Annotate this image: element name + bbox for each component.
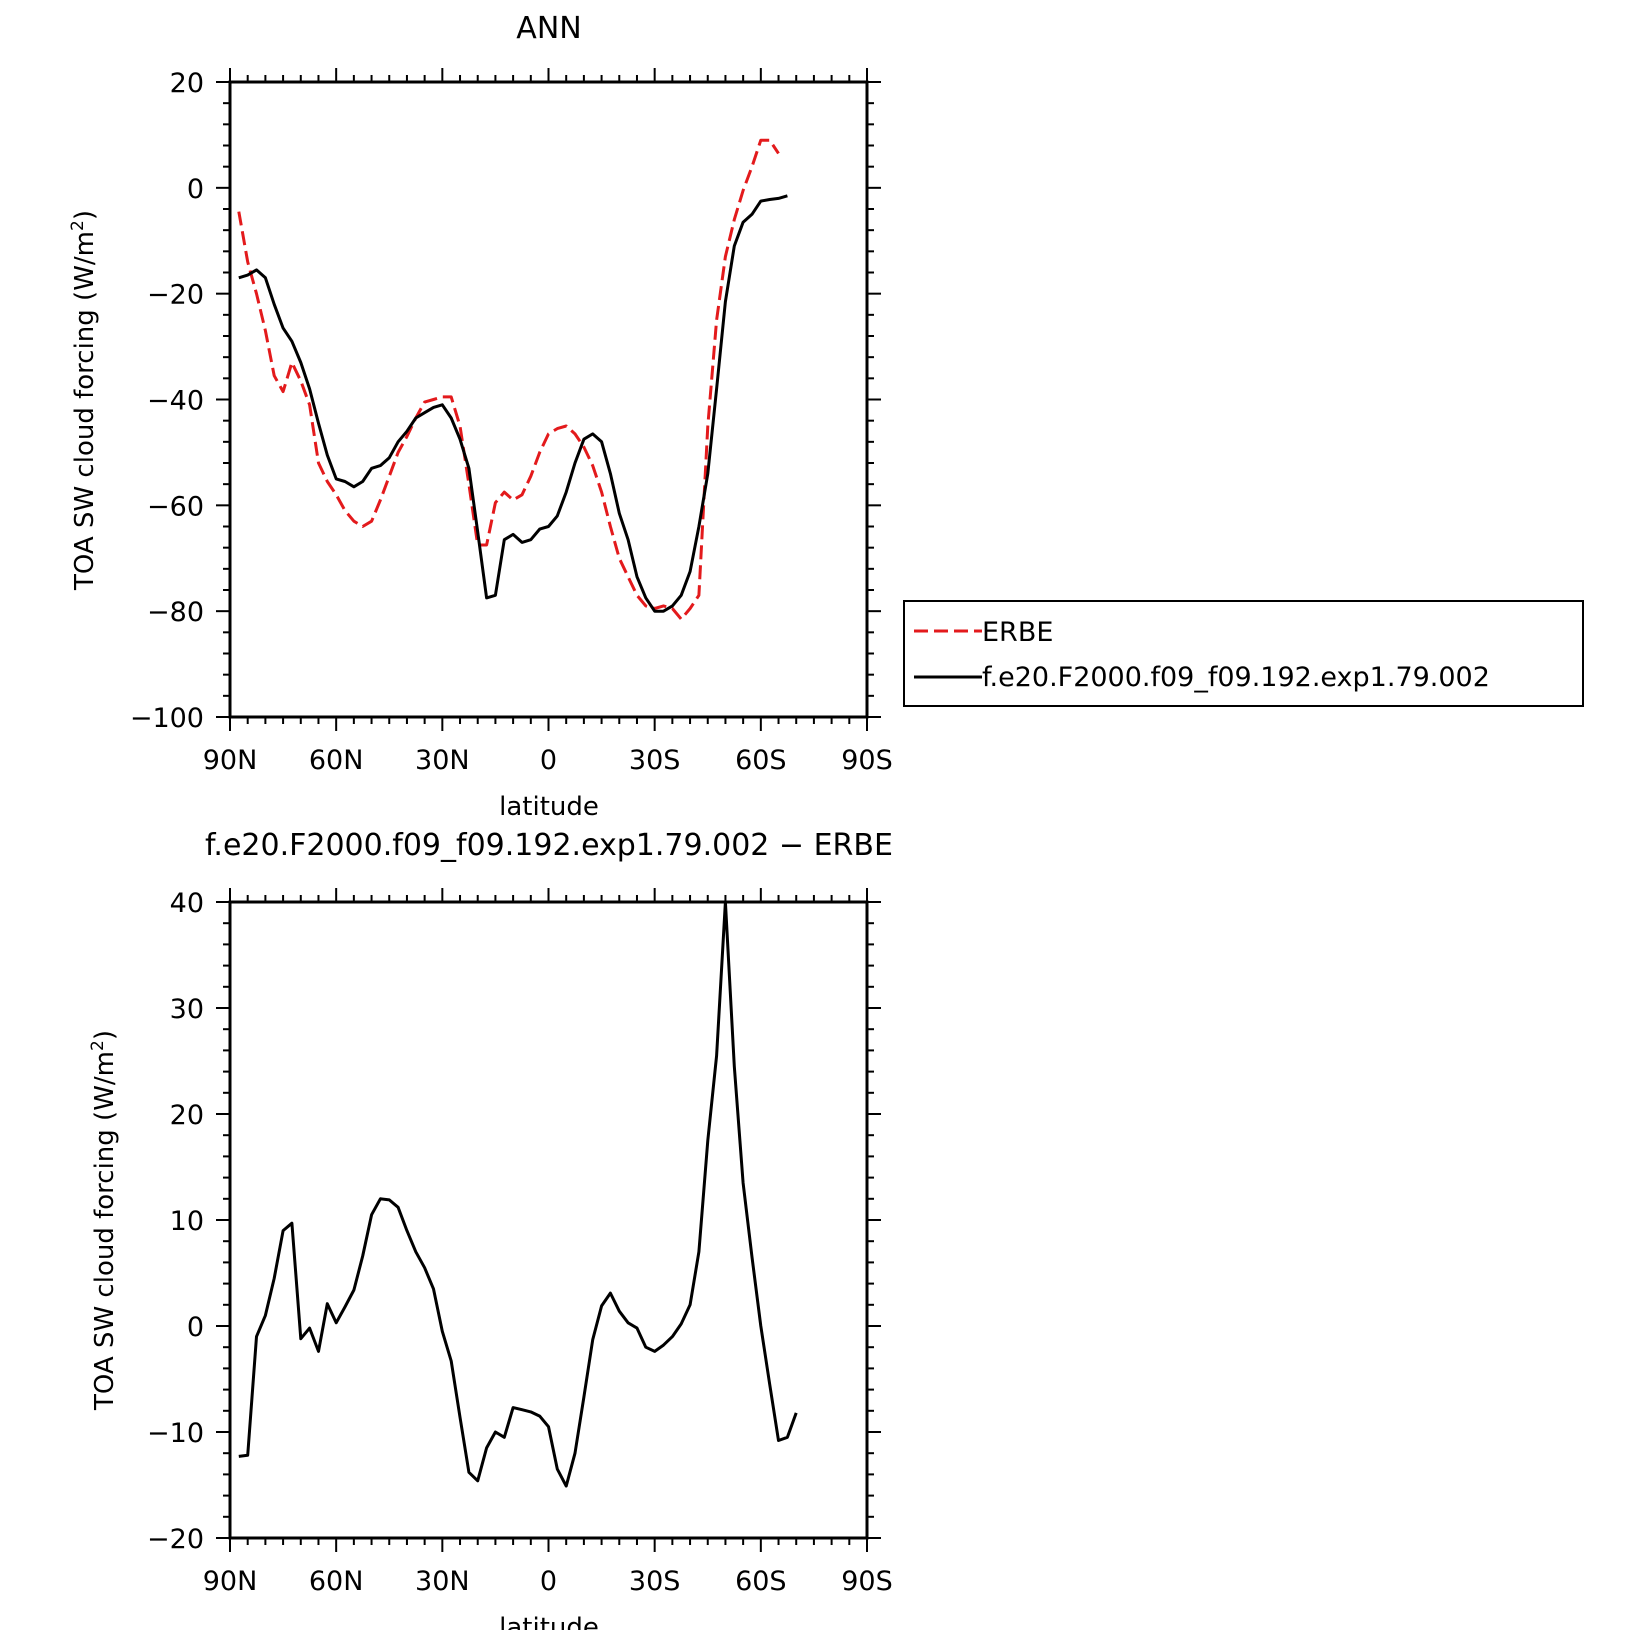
- bottom-y-tick-label: −10: [147, 1418, 204, 1449]
- top-y-tick-label: −80: [147, 597, 204, 628]
- top-x-tick-label: 30S: [629, 745, 681, 776]
- top-x-tick-label: 90N: [203, 745, 258, 776]
- bottom-chart-title: f.e20.F2000.f09_f09.192.exp1.79.002 − ER…: [205, 828, 893, 863]
- bottom-x-tick-label: 0: [540, 1566, 557, 1597]
- top-y-tick-label: −20: [147, 280, 204, 311]
- bottom-y-tick-label: 40: [170, 888, 204, 919]
- top-plot-frame: [228, 80, 869, 719]
- bottom-y-tick-label: 20: [170, 1100, 204, 1131]
- bottom-x-tick-label: 30S: [629, 1566, 681, 1597]
- bottom-plot-frame: [228, 900, 869, 1540]
- top-x-tick-label: 60S: [735, 745, 787, 776]
- legend-label-model: f.e20.F2000.f09_f09.192.exp1.79.002: [982, 662, 1490, 693]
- bottom-y-tick-label: 10: [170, 1206, 204, 1237]
- top-series-line-0: [237, 138, 780, 621]
- bottom-plot-area: 90N 60N 30N 0 30S 60S 90S 40 30 20 10 0 −10 −20: [147, 888, 893, 1597]
- top-y-tick-label: 0: [187, 174, 204, 205]
- top-x-tick-label: 60N: [309, 745, 364, 776]
- top-x-tick-label: 90S: [841, 745, 893, 776]
- top-series-line-1: [238, 194, 788, 613]
- top-y-tick-label: −100: [130, 703, 204, 734]
- bottom-x-axis-label: latitude: [499, 1613, 599, 1630]
- top-y-tick-label: −60: [147, 491, 204, 522]
- bottom-x-tick-label: 30N: [415, 1566, 470, 1597]
- bottom-series-line-0: [238, 900, 798, 1488]
- bottom-y-axis-label: TOA SW cloud forcing (W/m2): [88, 1030, 120, 1411]
- top-y-tick-label: −40: [147, 386, 204, 417]
- top-y-tick-label: 20: [170, 68, 204, 99]
- bottom-y-tick-label: 30: [170, 994, 204, 1025]
- bottom-x-tick-label: 90S: [841, 1566, 893, 1597]
- bottom-y-tick-label: 0: [187, 1312, 204, 1343]
- top-chart-title: ANN: [516, 11, 581, 46]
- bottom-x-tick-label: 60S: [735, 1566, 787, 1597]
- top-chart-panel: ANN 90N 60N 30N 0 30S 60S 90S 20 0 −20 −40 −60 −80 −1…: [68, 11, 893, 822]
- bottom-x-tick-label: 90N: [203, 1566, 258, 1597]
- legend-box: [903, 600, 1584, 707]
- top-y-axis-label: TOA SW cloud forcing (W/m2): [68, 210, 100, 591]
- top-x-axis-label: latitude: [499, 792, 599, 822]
- top-x-tick-label: 30N: [415, 745, 470, 776]
- legend: ERBE f.e20.F2000.f09_f09.192.exp1.79.002: [903, 600, 1584, 707]
- top-x-tick-label: 0: [540, 745, 557, 776]
- top-plot-area: 90N 60N 30N 0 30S 60S 90S 20 0 −20 −40 −60 −80 −100: [130, 68, 893, 776]
- bottom-y-tick-label: −20: [147, 1524, 204, 1555]
- bottom-x-tick-label: 60N: [309, 1566, 364, 1597]
- bottom-chart-panel: f.e20.F2000.f09_f09.192.exp1.79.002 − ER…: [88, 828, 893, 1630]
- legend-label-erbe: ERBE: [982, 617, 1053, 648]
